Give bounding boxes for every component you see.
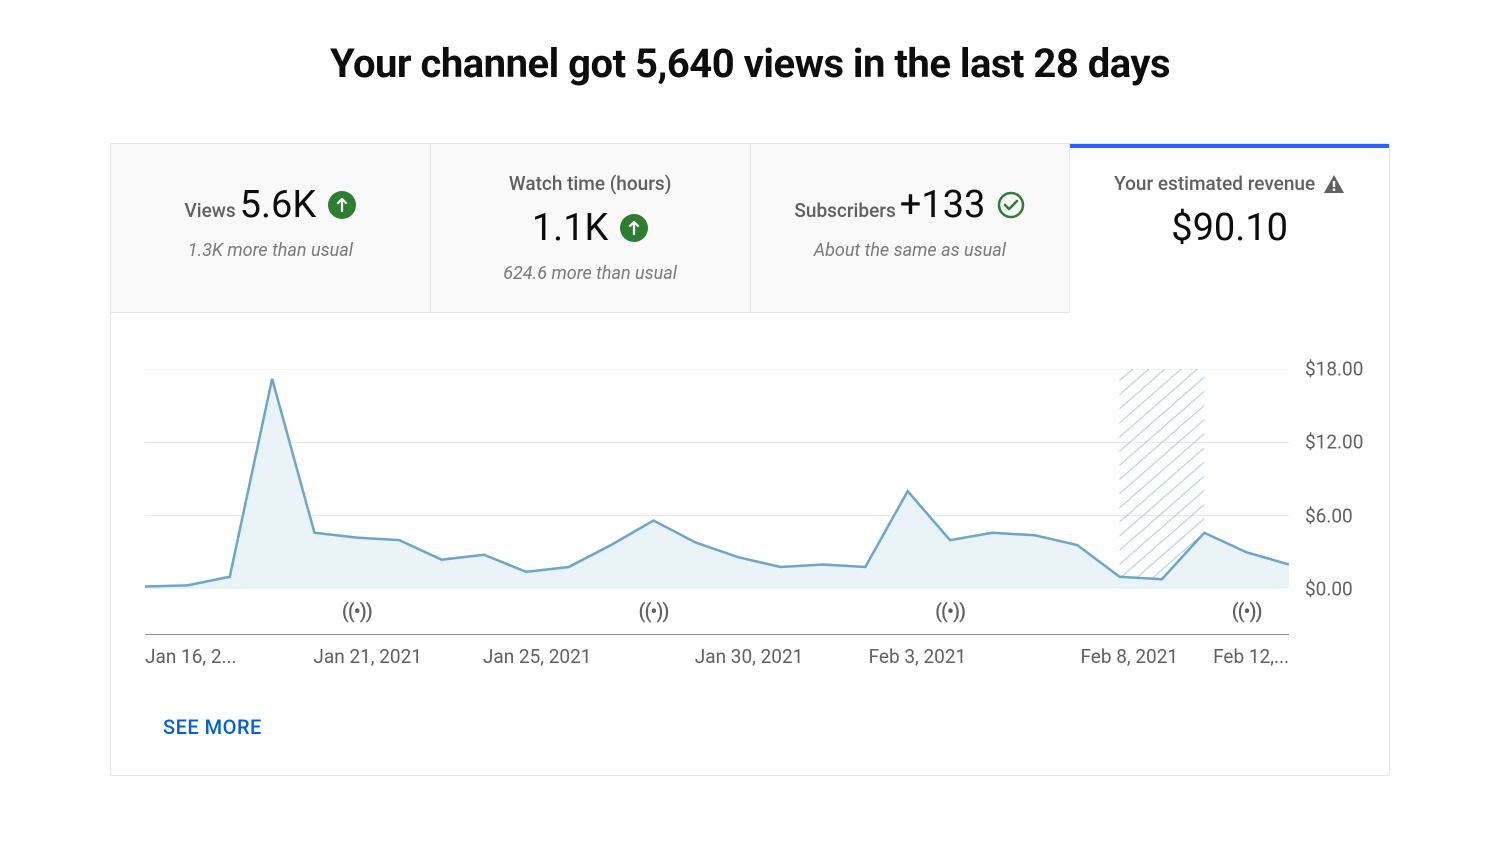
arrow-up-icon <box>328 191 356 219</box>
tab-subscribers-value: +133 <box>900 186 986 224</box>
x-tick-label: Jan 16, 2... <box>145 645 237 668</box>
tab-subscribers[interactable]: Subscribers +133 About the same as usual <box>751 144 1071 313</box>
x-axis-labels: Jan 16, 2... Jan 21, 2021 Jan 25, 2021 Jan … <box>145 645 1289 685</box>
x-tick-label: Feb 8, 2021 <box>1080 645 1178 668</box>
tab-watch-time-value: 1.1K <box>532 209 609 247</box>
metric-tabs: Views 5.6K 1.3K more than usual Watch ti… <box>111 144 1389 313</box>
x-tick-label: Jan 21, 2021 <box>313 645 422 668</box>
broadcast-icon: ((•)) <box>342 599 372 623</box>
page-headline: Your channel got 5,640 views in the last… <box>110 40 1390 87</box>
broadcast-markers: ((•)) ((•)) ((•)) ((•)) <box>145 589 1289 635</box>
see-more-link[interactable]: SEE MORE <box>163 715 262 739</box>
broadcast-icon: ((•)) <box>935 599 965 623</box>
x-tick-label: Feb 12,... <box>1213 645 1289 668</box>
tab-revenue-value: $90.10 <box>1171 209 1288 247</box>
y-tick-label: $18.00 <box>1305 358 1363 381</box>
y-tick-label: $6.00 <box>1305 504 1353 527</box>
revenue-line-chart <box>145 369 1289 589</box>
see-more-region: SEE MORE <box>145 685 1379 775</box>
y-axis-labels: $0.00$6.00$12.00$18.00 <box>1289 369 1379 589</box>
arrow-up-icon <box>620 214 648 242</box>
warning-icon <box>1323 174 1345 194</box>
chart-region: ((•)) ((•)) ((•)) ((•)) Jan 16, 2... Jan 21,… <box>111 313 1389 775</box>
tab-views[interactable]: Views 5.6K 1.3K more than usual <box>111 144 431 313</box>
tab-views-label: Views <box>185 199 236 222</box>
analytics-card: Views 5.6K 1.3K more than usual Watch ti… <box>110 143 1390 776</box>
y-tick-label: $12.00 <box>1305 431 1363 454</box>
tab-watch-time-label: Watch time (hours) <box>509 172 671 195</box>
tab-revenue[interactable]: Your estimated revenue $90.10 <box>1070 144 1389 313</box>
tab-subscribers-subtext: About the same as usual <box>775 240 1046 261</box>
tab-watch-time-subtext: 624.6 more than usual <box>455 263 726 284</box>
tab-views-subtext: 1.3K more than usual <box>135 240 406 261</box>
y-tick-label: $0.00 <box>1305 578 1353 601</box>
tab-subscribers-label: Subscribers <box>794 199 895 222</box>
broadcast-icon: ((•)) <box>1232 599 1262 623</box>
check-circle-icon <box>997 191 1025 219</box>
x-tick-label: Jan 30, 2021 <box>695 645 804 668</box>
x-tick-label: Jan 25, 2021 <box>483 645 592 668</box>
tab-revenue-label: Your estimated revenue <box>1114 172 1315 195</box>
x-tick-label: Feb 3, 2021 <box>869 645 967 668</box>
broadcast-icon: ((•)) <box>639 599 669 623</box>
tab-watch-time[interactable]: Watch time (hours) 1.1K 624.6 more than … <box>431 144 751 313</box>
tab-views-value: 5.6K <box>240 186 317 224</box>
